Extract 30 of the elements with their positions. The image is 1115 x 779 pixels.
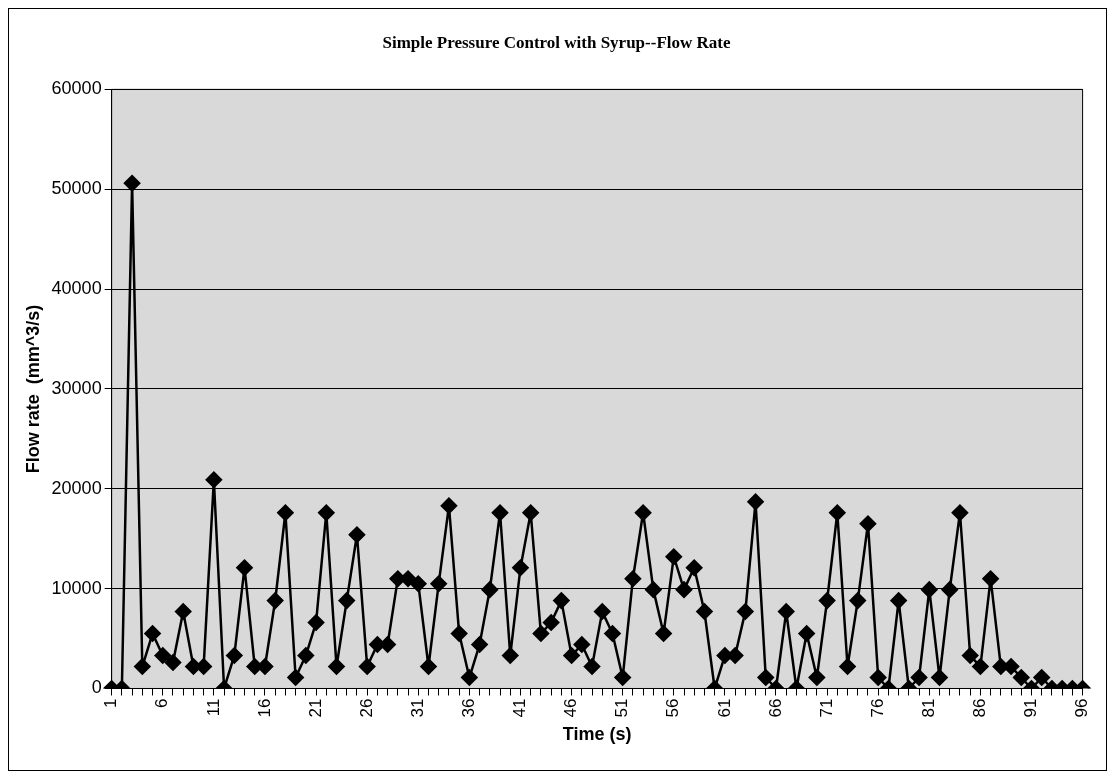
x-tick-label: 76 xyxy=(867,698,887,718)
x-tick-label: 46 xyxy=(561,698,581,718)
y-tick-label: 20000 xyxy=(51,477,102,498)
chart-title: Simple Pressure Control with Syrup--Flow Rate xyxy=(382,32,731,52)
x-tick-label: 71 xyxy=(816,698,836,718)
x-tick-label: 66 xyxy=(765,698,785,718)
y-tick-label: 50000 xyxy=(51,178,102,199)
y-tick-label: 40000 xyxy=(51,278,102,299)
x-tick-label: 26 xyxy=(356,698,376,718)
x-tick-label: 51 xyxy=(612,698,632,718)
x-tick-label: 81 xyxy=(918,698,938,718)
x-axis-title: Time (s) xyxy=(562,724,632,745)
x-tick-label: 21 xyxy=(305,698,325,718)
x-tick-label: 61 xyxy=(714,698,734,718)
y-tick-label: 0 xyxy=(91,677,102,698)
x-tick-label: 91 xyxy=(1021,698,1041,718)
y-tick-label: 10000 xyxy=(51,577,102,598)
x-tick-label: 6 xyxy=(152,698,172,708)
x-tick-label: 36 xyxy=(459,698,479,718)
x-tick-label: 41 xyxy=(510,698,530,718)
y-tick-label: 30000 xyxy=(51,377,102,398)
x-tick-label: 1 xyxy=(101,698,121,708)
x-tick-label: 56 xyxy=(663,698,683,718)
x-tick-label: 11 xyxy=(203,698,223,717)
y-tick-label: 60000 xyxy=(51,78,102,99)
x-tick-label: 96 xyxy=(1072,698,1092,718)
y-axis-title: Flow rate (mm^3/s) xyxy=(22,304,43,474)
x-tick-label: 16 xyxy=(254,698,274,718)
x-tick-label: 31 xyxy=(407,698,427,718)
x-tick-label: 86 xyxy=(970,698,990,718)
